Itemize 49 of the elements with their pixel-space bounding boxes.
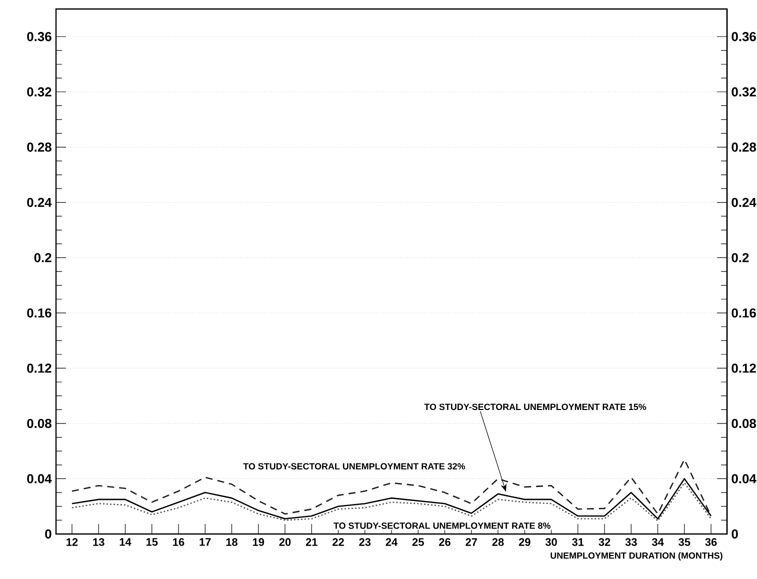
y-tick-label: 0.36 (27, 32, 52, 42)
x-axis-title: UNEMPLOYMENT DURATION (MONTHS) (550, 552, 722, 561)
x-tick-label: 18 (226, 538, 238, 546)
y2-tick-label: 0.32 (732, 87, 756, 96)
y2-tick-label: 0.24 (732, 198, 756, 207)
y2-tick-label: 0.08 (732, 418, 756, 428)
x-tick-label: 15 (146, 538, 158, 546)
x-tick-label: 35 (678, 538, 690, 546)
y-tick-label: 0.28 (27, 142, 52, 152)
y2-tick-label: 0.12 (732, 364, 756, 373)
x-tick-label: 19 (252, 538, 264, 546)
y-tick-label: 0.12 (27, 364, 52, 373)
series-label: TO STUDY-SECTORAL UNEMPLOYMENT RATE 8% (334, 522, 550, 529)
y-tick-label: 0.32 (27, 87, 52, 96)
x-tick-label: 34 (652, 538, 664, 546)
x-tick-label: 33 (625, 538, 637, 546)
y-tick-label: 0.08 (27, 418, 52, 428)
text: TO STUDY-SECTORAL UNEMPLOYMENT RATE 32% (243, 463, 466, 470)
x-tick-label: 36 (705, 538, 717, 546)
y2-tick-label: 0 (732, 529, 738, 539)
x-tick-label: 27 (466, 538, 477, 546)
y2-tick-label: 0.16 (732, 308, 756, 318)
y2-tick-label: 0.2 (732, 253, 749, 262)
x-tick-label: 24 (386, 538, 398, 546)
x-tick-label: 13 (93, 538, 104, 546)
x-tick-label: 14 (120, 538, 132, 546)
x-tick-label: 25 (412, 538, 424, 546)
y2-tick-label: 0.28 (732, 142, 756, 152)
x-tick-label: 26 (439, 538, 450, 546)
y2-tick-label: 0.36 (732, 32, 756, 42)
x-tick-label: 23 (359, 538, 371, 546)
y-tick-label: 0 (45, 529, 52, 539)
x-tick-label: 12 (66, 538, 78, 546)
y-tick-label: 0.16 (27, 308, 52, 318)
x-tick-label: 16 (173, 538, 184, 546)
x-tick-label: 32 (598, 538, 610, 546)
y-tick-label: 0.24 (27, 198, 52, 207)
x-tick-label: 17 (200, 538, 211, 546)
x-tick-label: 22 (332, 538, 344, 546)
x-tick-label: 20 (279, 538, 291, 546)
x-tick-label: 29 (518, 538, 530, 546)
x-tick-label: 21 (306, 538, 318, 546)
y-tick-label: 0.2 (34, 253, 52, 262)
y-tick-label: 0.04 (27, 474, 52, 484)
x-tick-label: 28 (492, 538, 504, 546)
x-tick-label: 31 (572, 538, 584, 546)
x-tick-label: 30 (545, 538, 557, 546)
y2-tick-label: 0.04 (732, 474, 756, 484)
text: TO STUDY-SECTORAL UNEMPLOYMENT RATE 15% (424, 404, 646, 410)
